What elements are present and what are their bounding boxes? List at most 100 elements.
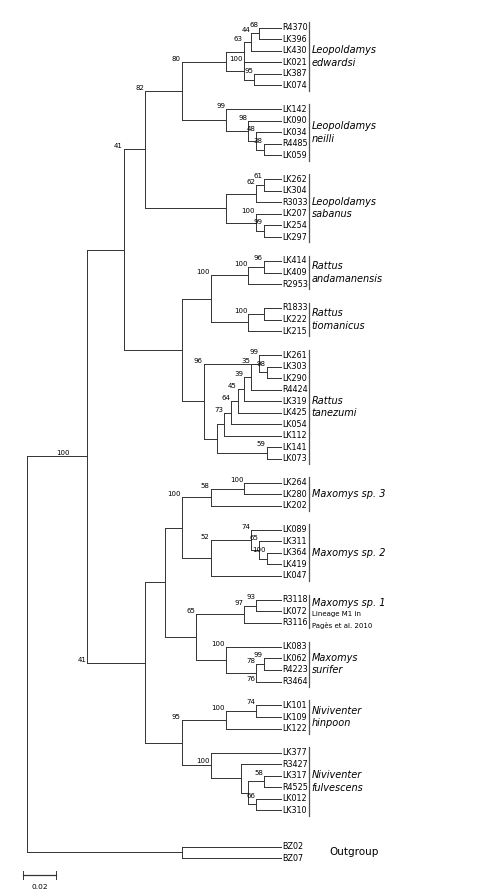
Text: 66: 66 [245, 793, 255, 798]
Text: LK072: LK072 [282, 607, 307, 616]
Text: LK311: LK311 [282, 536, 306, 546]
Text: LK109: LK109 [282, 713, 306, 721]
Text: LK387: LK387 [282, 69, 306, 79]
Text: Pagès et al. 2010: Pagès et al. 2010 [311, 622, 371, 629]
Text: 74: 74 [241, 524, 250, 530]
Text: LK202: LK202 [282, 502, 307, 510]
Text: LK047: LK047 [282, 571, 306, 580]
Text: Lineage M1 in: Lineage M1 in [311, 611, 360, 617]
Text: LK310: LK310 [282, 805, 306, 814]
Text: LK377: LK377 [282, 748, 307, 757]
Text: 99: 99 [253, 653, 263, 659]
Text: 98: 98 [256, 360, 265, 367]
Text: 58: 58 [201, 483, 209, 488]
Text: LK425: LK425 [282, 409, 307, 417]
Text: R2953: R2953 [282, 280, 308, 289]
Text: 62: 62 [246, 179, 255, 185]
Text: 0.02: 0.02 [31, 884, 48, 890]
Text: R3464: R3464 [282, 677, 307, 686]
Text: LK062: LK062 [282, 654, 306, 663]
Text: 100: 100 [229, 477, 243, 483]
Text: Niviventer
fulvescens: Niviventer fulvescens [311, 770, 363, 793]
Text: 78: 78 [245, 658, 255, 664]
Text: Maxomys sp. 3: Maxomys sp. 3 [311, 489, 385, 500]
Text: R3033: R3033 [282, 198, 307, 207]
Text: R3427: R3427 [282, 760, 308, 769]
Text: 82: 82 [135, 85, 144, 91]
Text: 48: 48 [246, 126, 255, 132]
Text: 100: 100 [233, 261, 247, 266]
Text: 100: 100 [228, 56, 242, 63]
Text: LK142: LK142 [282, 105, 306, 114]
Text: 96: 96 [194, 358, 203, 364]
Text: LK112: LK112 [282, 431, 306, 440]
Text: 52: 52 [201, 534, 209, 540]
Text: 63: 63 [233, 36, 242, 42]
Text: 100: 100 [211, 641, 224, 647]
Text: LK304: LK304 [282, 186, 306, 196]
Text: R3116: R3116 [282, 619, 307, 628]
Text: 35: 35 [241, 358, 250, 364]
Text: Rattus
tiomanicus: Rattus tiomanicus [311, 308, 365, 331]
Text: Niviventer
hinpoon: Niviventer hinpoon [311, 706, 361, 729]
Text: LK364: LK364 [282, 548, 306, 557]
Text: R4525: R4525 [282, 782, 308, 791]
Text: R4424: R4424 [282, 385, 308, 394]
Text: LK074: LK074 [282, 80, 306, 89]
Text: LK280: LK280 [282, 490, 306, 499]
Text: 100: 100 [233, 308, 247, 314]
Text: 64: 64 [221, 395, 229, 401]
Text: 100: 100 [167, 491, 180, 497]
Text: 38: 38 [253, 138, 263, 144]
Text: 74: 74 [246, 699, 255, 705]
Text: BZ07: BZ07 [282, 854, 303, 863]
Text: LK396: LK396 [282, 35, 306, 44]
Text: LK303: LK303 [282, 362, 306, 371]
Text: LK297: LK297 [282, 232, 307, 241]
Text: Maxomys sp. 2: Maxomys sp. 2 [311, 548, 385, 558]
Text: 61: 61 [253, 173, 263, 180]
Text: Maxomys sp. 1: Maxomys sp. 1 [311, 597, 385, 608]
Text: 100: 100 [196, 269, 209, 275]
Text: 73: 73 [214, 407, 223, 412]
Text: Leopoldamys
sabanus: Leopoldamys sabanus [311, 197, 376, 219]
Text: LK101: LK101 [282, 701, 306, 710]
Text: LK089: LK089 [282, 526, 306, 535]
Text: 45: 45 [227, 383, 236, 389]
Text: Leopoldamys
neilli: Leopoldamys neilli [311, 121, 376, 144]
Text: R4370: R4370 [282, 23, 308, 32]
Text: LK122: LK122 [282, 724, 307, 733]
Text: 76: 76 [245, 676, 255, 681]
Text: LK141: LK141 [282, 443, 306, 451]
Text: LK290: LK290 [282, 374, 307, 383]
Text: 80: 80 [171, 55, 180, 62]
Text: 100: 100 [252, 547, 265, 552]
Text: Rattus
tanezumi: Rattus tanezumi [311, 396, 356, 418]
Text: LK215: LK215 [282, 326, 307, 335]
Text: LK083: LK083 [282, 643, 306, 652]
Text: LK054: LK054 [282, 419, 306, 429]
Text: LK207: LK207 [282, 209, 307, 218]
Text: LK409: LK409 [282, 268, 306, 277]
Text: 68: 68 [248, 21, 258, 28]
Text: 99: 99 [248, 349, 258, 355]
Text: LK262: LK262 [282, 175, 307, 184]
Text: 98: 98 [238, 114, 247, 121]
Text: R1833: R1833 [282, 303, 307, 313]
Text: 41: 41 [114, 143, 122, 149]
Text: LK034: LK034 [282, 128, 306, 137]
Text: 96: 96 [253, 255, 263, 261]
Text: 99: 99 [216, 103, 224, 109]
Text: LK059: LK059 [282, 151, 307, 160]
Text: 95: 95 [171, 714, 180, 720]
Text: LK012: LK012 [282, 794, 306, 803]
Text: 41: 41 [78, 656, 86, 662]
Text: R3118: R3118 [282, 595, 307, 604]
Text: Maxomys
surifer: Maxomys surifer [311, 653, 358, 676]
Text: Outgroup: Outgroup [328, 848, 378, 857]
Text: 100: 100 [196, 758, 209, 764]
Text: 93: 93 [245, 594, 255, 600]
Text: LK419: LK419 [282, 560, 306, 569]
Text: LK222: LK222 [282, 315, 307, 324]
Text: Leopoldamys
edwardsi: Leopoldamys edwardsi [311, 46, 376, 68]
